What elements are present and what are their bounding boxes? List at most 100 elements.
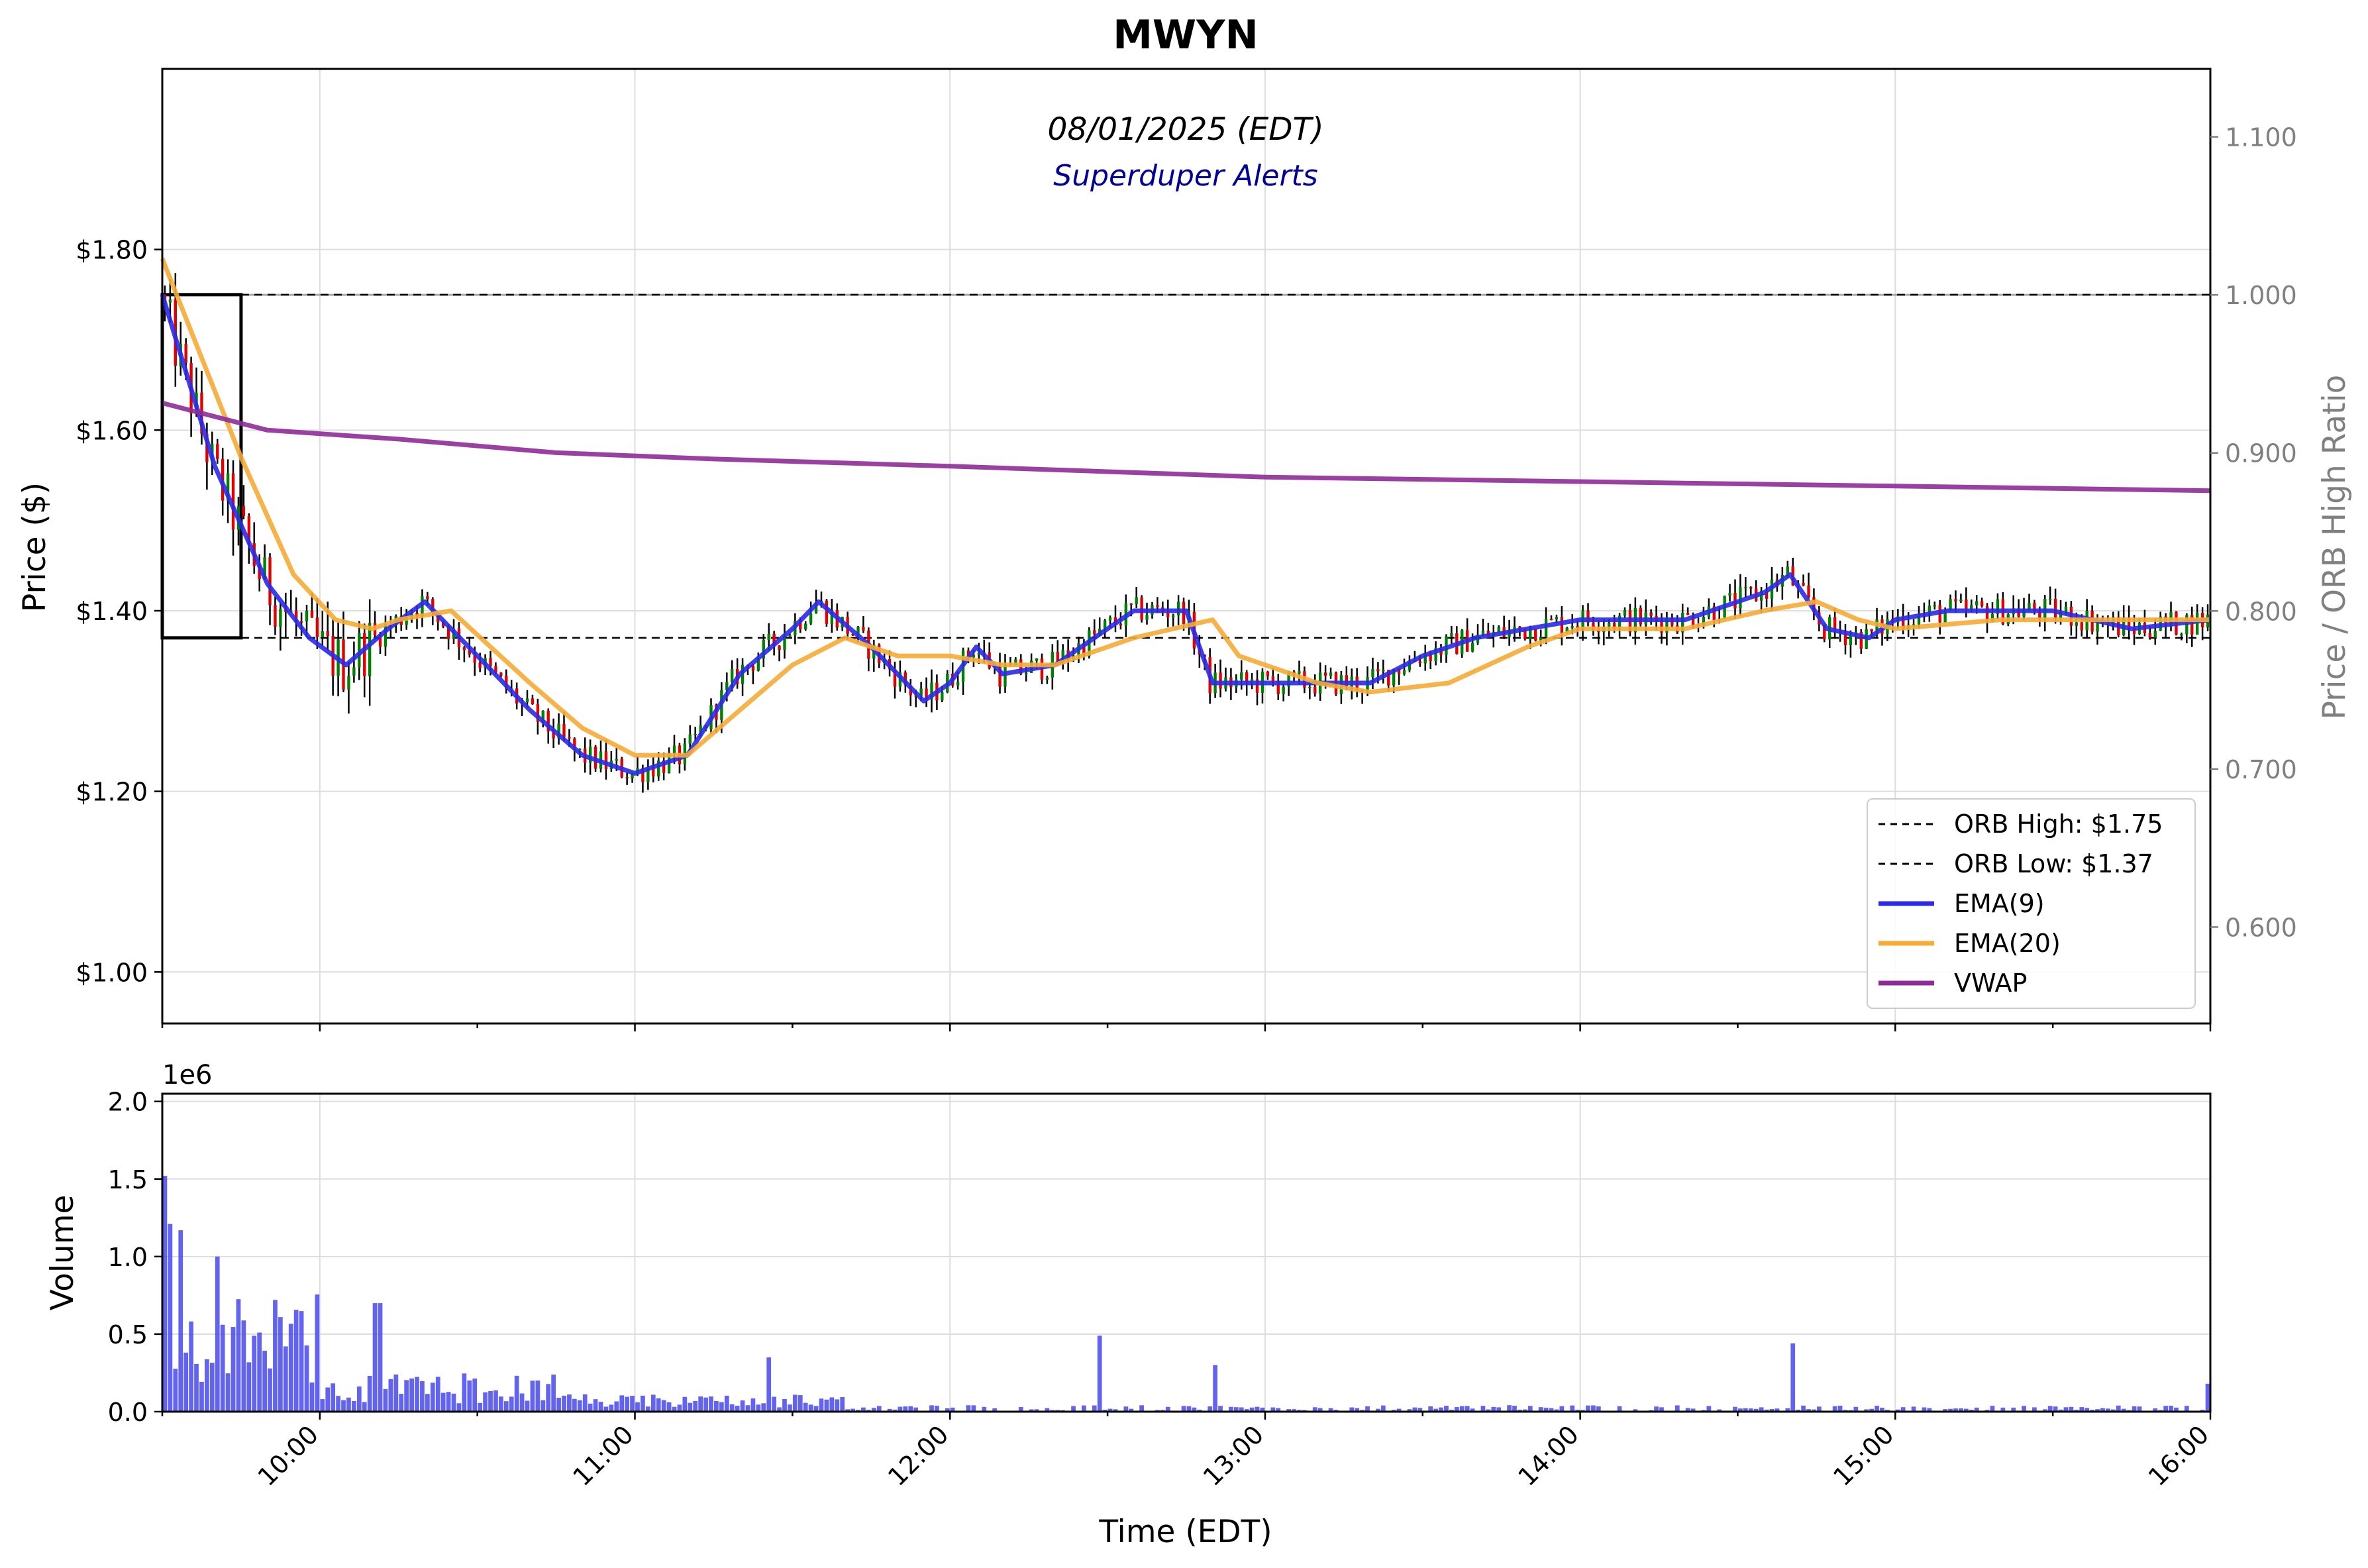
volume-bar	[362, 1402, 367, 1412]
candle-down	[473, 654, 476, 663]
volume-bar	[619, 1395, 625, 1412]
volume-bar	[535, 1380, 541, 1412]
volume-bar	[1518, 1409, 1522, 1412]
candle-up	[1402, 670, 1406, 674]
volume-bar	[688, 1402, 693, 1412]
price-y-tick-label: $1.20	[76, 778, 148, 807]
volume-bar	[971, 1405, 976, 1412]
volume-bar	[1407, 1409, 1412, 1412]
volume-bar	[966, 1405, 971, 1412]
volume-bar	[1328, 1408, 1333, 1412]
candle-down	[2080, 622, 2083, 631]
candle-down	[315, 617, 319, 637]
candle-down	[1712, 606, 1716, 621]
volume-bar	[1801, 1405, 1806, 1412]
candle-down	[489, 658, 492, 666]
volume-bar	[1522, 1409, 1527, 1412]
candle-down	[1397, 669, 1401, 674]
volume-bar	[761, 1403, 766, 1412]
candle-up	[1975, 601, 1979, 605]
volume-bar	[1990, 1406, 1995, 1412]
candle-up	[646, 768, 650, 782]
candle-up	[1513, 626, 1516, 630]
candlesticks	[163, 273, 2210, 793]
volume-bar	[1249, 1407, 1255, 1412]
volume-bar	[503, 1401, 509, 1412]
volume-bar	[530, 1381, 535, 1412]
volume-bar	[325, 1387, 331, 1412]
volume-bar	[1864, 1409, 1869, 1412]
volume-bar	[598, 1402, 603, 1412]
candle-up	[731, 668, 734, 682]
candle-down	[247, 516, 250, 543]
volume-bar	[1376, 1408, 1380, 1412]
candle-down	[1859, 632, 1863, 649]
candle-down	[1266, 671, 1270, 676]
volume-bar	[273, 1300, 278, 1412]
candle-down	[326, 631, 329, 636]
volume-bar	[1365, 1406, 1370, 1412]
volume-bar	[645, 1406, 650, 1412]
candle-up	[1623, 610, 1627, 616]
volume-bar	[367, 1376, 372, 1412]
volume-bar	[2163, 1406, 2168, 1412]
volume-bar	[356, 1386, 362, 1412]
volume-bar	[2110, 1409, 2116, 1412]
candle-up	[1665, 617, 1669, 633]
ratio-y-tick-label: 1.100	[2225, 123, 2297, 152]
volume-bar	[950, 1407, 955, 1412]
candle-down	[751, 666, 755, 671]
candle-down	[299, 621, 303, 623]
volume-bar	[1218, 1406, 1223, 1412]
volume-bar	[352, 1400, 356, 1412]
volume-bar	[1470, 1408, 1475, 1412]
volume-bar	[1181, 1406, 1186, 1412]
candle-down	[778, 645, 781, 650]
candle-up	[830, 609, 834, 624]
candle-up	[688, 734, 692, 744]
candle-up	[405, 618, 408, 625]
volume-bar	[2121, 1408, 2126, 1412]
volume-bar	[1816, 1406, 1822, 1412]
volume-bar	[750, 1398, 756, 1412]
volume-bar	[378, 1303, 383, 1412]
volume-bar	[409, 1378, 414, 1412]
candle-up	[1171, 615, 1175, 617]
candle-up	[762, 639, 765, 659]
candle-up	[1943, 610, 1947, 623]
volume-bar	[698, 1396, 703, 1412]
candle-down	[1523, 629, 1527, 639]
volume-bar	[1633, 1409, 1638, 1412]
volume-bar	[861, 1407, 866, 1412]
candle-up	[1282, 686, 1285, 694]
watermark-subtitle: Superduper Alerts	[1053, 159, 1317, 193]
volume-bar	[1244, 1409, 1249, 1412]
candle-up	[930, 682, 933, 700]
volume-y-label: Volume	[44, 1195, 81, 1311]
legend-label: ORB High: $1.75	[1954, 810, 2163, 839]
volume-bar	[220, 1324, 225, 1412]
volume-bar	[2137, 1406, 2142, 1412]
volume-bar	[415, 1377, 419, 1412]
volume-bar	[945, 1408, 950, 1412]
volume-bar	[1596, 1406, 1601, 1412]
volume-bar	[388, 1379, 393, 1412]
volume-bar	[1869, 1408, 1875, 1412]
candle-up	[919, 688, 923, 696]
volume-bar	[278, 1317, 283, 1412]
volume-bar	[562, 1395, 566, 1412]
candle-down	[184, 343, 187, 363]
volume-bar	[1690, 1408, 1696, 1412]
volume-bar	[1486, 1409, 1491, 1412]
volume-bar	[1927, 1408, 1932, 1412]
candle-down	[1612, 623, 1616, 628]
candle-up	[631, 773, 634, 779]
volume-bar	[1812, 1409, 1816, 1412]
volume-bar	[1790, 1343, 1796, 1412]
price-y-label: Price ($)	[17, 482, 53, 612]
candle-up	[2075, 622, 2079, 626]
candle-down	[1870, 629, 1873, 632]
chart-title: MWYN	[1113, 12, 1259, 58]
candle-up	[588, 747, 592, 763]
